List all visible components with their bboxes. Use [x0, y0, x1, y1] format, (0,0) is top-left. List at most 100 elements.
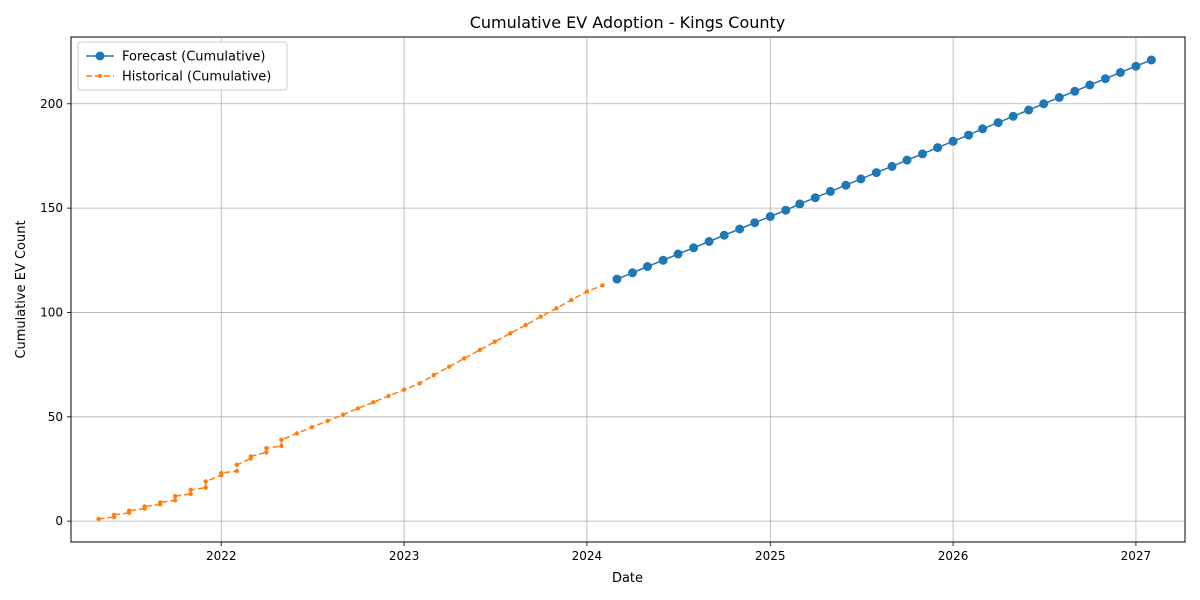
data-point	[158, 500, 163, 505]
data-point	[325, 418, 330, 424]
data-point	[948, 136, 958, 146]
data-point	[1085, 80, 1095, 90]
x-tick-label: 2024	[572, 549, 603, 563]
y-tick-label: 200	[40, 97, 63, 111]
data-point	[264, 450, 269, 455]
x-tick-label: 2025	[755, 549, 786, 563]
data-point	[1131, 61, 1141, 71]
data-point	[871, 168, 881, 178]
data-point	[279, 443, 284, 449]
data-point	[810, 193, 820, 203]
legend-box	[77, 41, 288, 91]
data-point	[554, 306, 559, 311]
data-point	[600, 283, 605, 288]
data-point	[355, 406, 361, 411]
chart-title: Cumulative EV Adoption - Kings County	[470, 13, 786, 32]
data-point	[188, 491, 193, 497]
y-tick-label: 0	[55, 514, 63, 528]
data-point	[1070, 86, 1080, 96]
data-point	[173, 498, 178, 503]
data-point	[401, 387, 407, 392]
data-point	[492, 339, 497, 344]
data-point	[993, 118, 1003, 128]
data-point	[795, 199, 805, 209]
data-point	[658, 255, 668, 265]
data-point	[386, 393, 391, 399]
data-point	[628, 268, 637, 278]
legend-label: Historical (Cumulative)	[122, 70, 271, 85]
data-point	[825, 186, 835, 196]
data-point	[1100, 74, 1110, 84]
data-point	[673, 249, 683, 259]
data-point	[841, 180, 851, 190]
data-point	[902, 155, 912, 165]
series-0	[612, 55, 1156, 284]
data-point	[964, 130, 974, 140]
data-point	[508, 331, 513, 336]
data-point	[1039, 99, 1049, 109]
data-point	[142, 504, 147, 509]
data-point	[111, 512, 117, 518]
x-tick-label: 2023	[389, 549, 420, 563]
y-tick-label: 100	[40, 305, 63, 319]
x-tick-label: 2022	[206, 549, 237, 563]
x-axis-label: Date	[612, 571, 643, 586]
data-point	[612, 274, 622, 284]
data-point	[477, 347, 482, 353]
data-point	[704, 237, 714, 246]
plot-frame	[70, 36, 1186, 543]
y-axis-label: Cumulative EV Count	[14, 220, 29, 358]
data-point	[1008, 111, 1018, 121]
data-point	[719, 230, 729, 240]
data-point	[431, 372, 436, 378]
data-point	[1115, 68, 1125, 77]
data-point	[1054, 93, 1064, 102]
data-point	[219, 470, 224, 476]
data-point	[417, 381, 422, 386]
data-point	[735, 224, 745, 234]
data-point	[279, 437, 284, 442]
series-layer	[96, 55, 1156, 522]
x-axis: 2022 2023 2024 2025 2026 2027	[206, 542, 1151, 563]
data-point	[978, 124, 988, 134]
y-tick-label: 50	[48, 410, 63, 424]
data-point	[689, 243, 699, 253]
data-point	[887, 161, 897, 171]
x-tick-label: 2026	[938, 549, 969, 563]
data-point	[643, 262, 652, 271]
data-point	[203, 485, 208, 490]
data-point	[96, 516, 101, 522]
legend-label: Forecast (Cumulative)	[122, 50, 265, 65]
data-point	[294, 431, 300, 436]
data-point	[188, 487, 193, 492]
series-line	[98, 284, 603, 520]
data-point	[765, 212, 775, 221]
data-point	[371, 400, 376, 405]
data-point	[933, 143, 943, 153]
legend-marker	[95, 51, 105, 61]
data-point	[918, 149, 927, 159]
y-axis: 0 50 100 150 200	[40, 97, 71, 528]
data-point	[538, 314, 543, 319]
data-point	[462, 356, 467, 361]
data-point	[856, 174, 866, 184]
data-point	[173, 493, 178, 499]
data-point	[584, 289, 590, 294]
y-tick-label: 150	[40, 201, 63, 215]
data-point	[309, 425, 315, 430]
data-point	[248, 454, 253, 459]
data-point	[126, 508, 132, 513]
data-point	[447, 364, 452, 369]
legend-marker	[97, 73, 103, 79]
data-point	[750, 218, 760, 228]
data-point	[234, 462, 239, 467]
data-point	[569, 297, 574, 303]
data-point	[234, 468, 239, 474]
series-1	[96, 283, 605, 522]
data-point	[1024, 105, 1034, 115]
data-point	[203, 479, 208, 484]
legend: Forecast (Cumulative) Historical (Cumulat…	[77, 41, 288, 91]
data-point	[523, 322, 528, 328]
